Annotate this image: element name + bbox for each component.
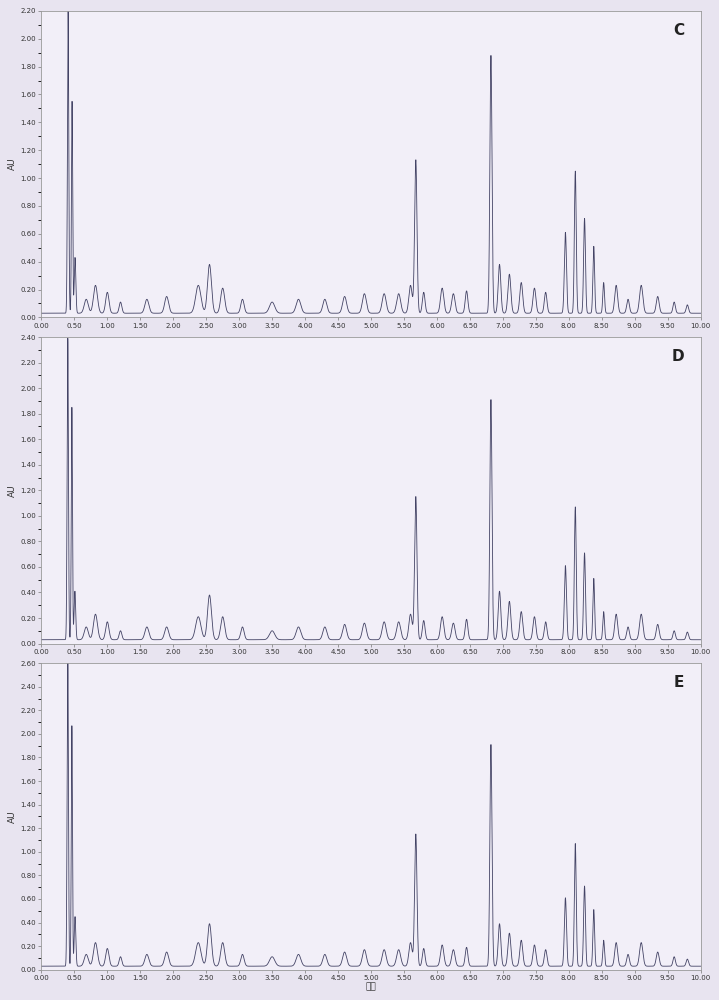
Y-axis label: AU: AU — [9, 484, 17, 497]
Text: C: C — [673, 23, 684, 38]
Y-axis label: AU: AU — [9, 158, 17, 170]
Text: D: D — [672, 349, 684, 364]
Text: E: E — [674, 675, 684, 690]
Y-axis label: AU: AU — [9, 810, 17, 823]
X-axis label: 分钟: 分钟 — [365, 983, 376, 992]
